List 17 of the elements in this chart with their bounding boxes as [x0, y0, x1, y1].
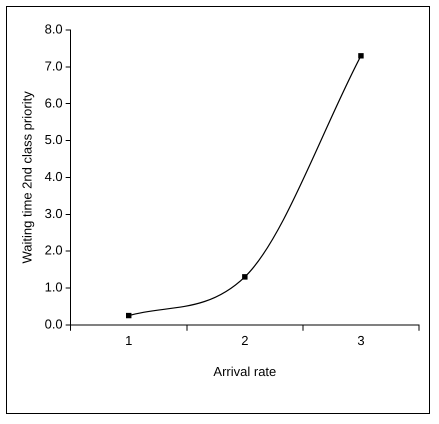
y-tick-label: 1.0	[44, 280, 63, 295]
y-tick-label: 0.0	[44, 316, 63, 332]
x-axis-title: Arrival rate	[213, 364, 276, 379]
point	[126, 312, 132, 318]
point	[358, 53, 364, 59]
y-axis-title: Waiting time 2nd class priority	[19, 90, 34, 264]
point	[242, 274, 248, 280]
y-tick-label: 3.0	[44, 206, 63, 221]
x-tick-label: 3	[357, 333, 365, 348]
y-tick-label: 4.0	[44, 168, 63, 184]
y-tick-label: 6.0	[44, 95, 63, 110]
x-tick-label: 2	[241, 333, 248, 348]
y-tick-label: 8.0	[44, 22, 63, 37]
y-tick-label: 7.0	[44, 58, 63, 74]
x-tick-label: 1	[125, 333, 132, 348]
y-tick-label: 2.0	[44, 242, 63, 258]
y-tick-label: 5.0	[44, 132, 63, 148]
